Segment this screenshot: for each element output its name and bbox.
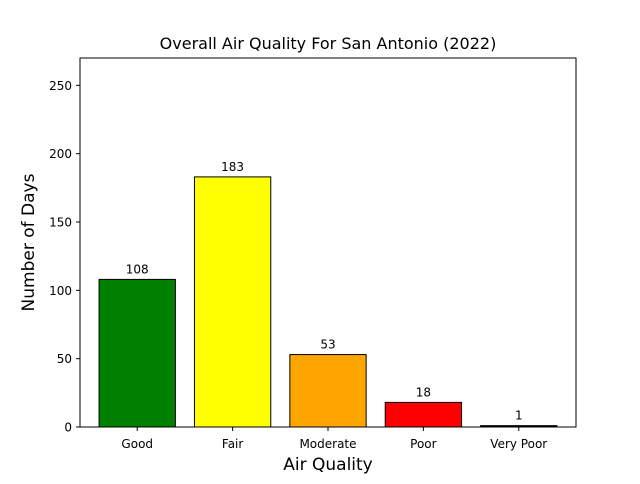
y-axis-ticks: 0 50 100 150 200 250 bbox=[49, 79, 80, 435]
y-tick-label: 250 bbox=[49, 79, 72, 93]
y-axis-label: Number of Days bbox=[19, 173, 39, 311]
y-tick-label: 100 bbox=[49, 284, 72, 298]
bars-layer bbox=[98, 176, 558, 428]
x-axis-ticks: Good Fair Moderate Poor Very Poor bbox=[121, 427, 547, 451]
y-tick-label: 200 bbox=[49, 147, 72, 161]
x-tick-label: Good bbox=[121, 437, 153, 451]
y-tick-label: 150 bbox=[49, 216, 72, 230]
bar-poor bbox=[384, 401, 463, 428]
bar-moderate bbox=[289, 354, 367, 428]
bar-value-label: 183 bbox=[221, 160, 244, 174]
bar-labels-layer: 108 183 53 18 1 bbox=[126, 160, 523, 423]
bar-value-label: 18 bbox=[416, 385, 431, 399]
bar-value-label: 108 bbox=[126, 262, 149, 276]
x-tick-label: Very Poor bbox=[490, 437, 547, 451]
x-axis-label: Air Quality bbox=[283, 455, 373, 475]
chart-title: Overall Air Quality For San Antonio (202… bbox=[160, 34, 497, 53]
y-tick-label: 50 bbox=[57, 352, 72, 366]
bar-value-label: 1 bbox=[515, 409, 523, 423]
x-tick-label: Fair bbox=[222, 437, 243, 451]
plot-area-frame bbox=[79, 57, 577, 428]
x-tick-label: Poor bbox=[410, 437, 436, 451]
y-tick-label: 0 bbox=[64, 421, 72, 435]
bar-value-label: 53 bbox=[320, 338, 335, 352]
bar-good bbox=[98, 278, 176, 428]
bar-fair bbox=[193, 176, 272, 428]
x-tick-label: Moderate bbox=[299, 437, 356, 451]
